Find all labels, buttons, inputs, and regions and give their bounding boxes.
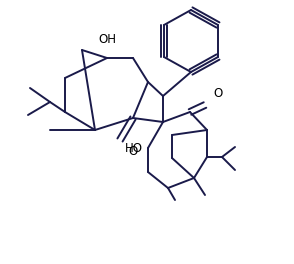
- Text: O: O: [213, 87, 222, 100]
- Text: OH: OH: [98, 33, 116, 46]
- Text: HO: HO: [125, 142, 143, 154]
- Text: O: O: [128, 145, 137, 158]
